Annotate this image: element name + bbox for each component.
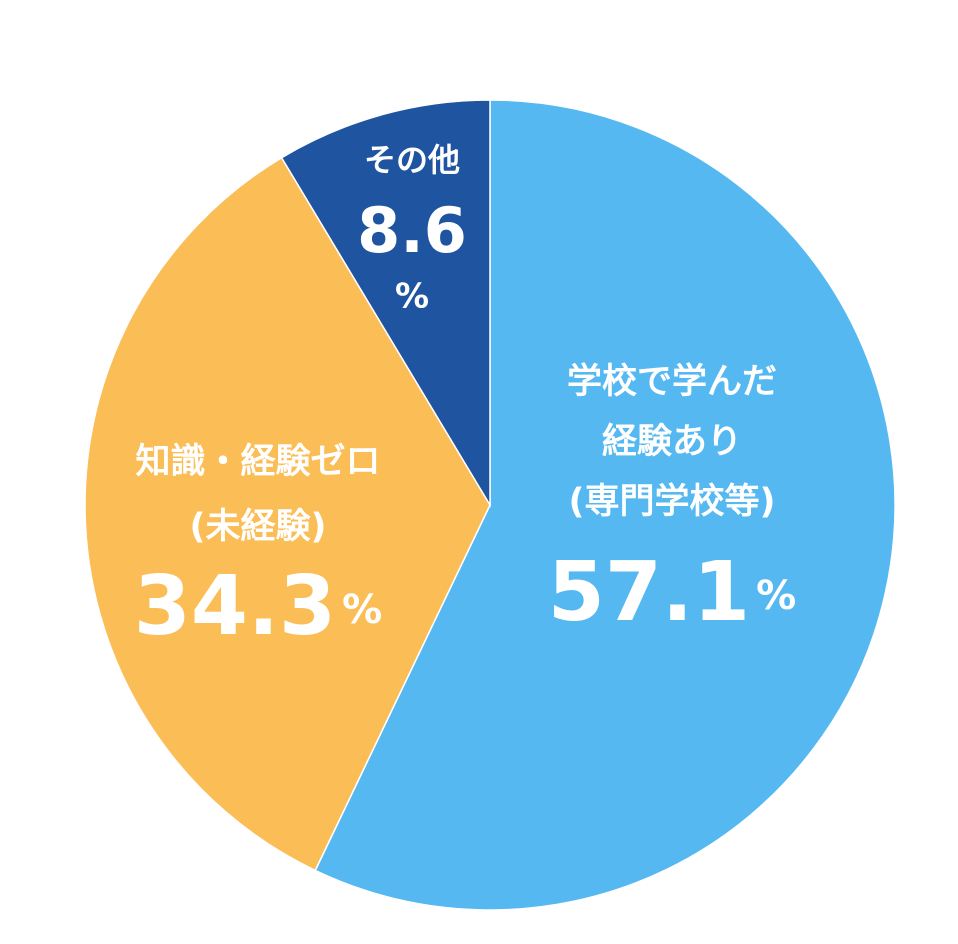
pie-slice (84, 156, 491, 872)
value-unit: % (342, 587, 382, 633)
pie-slice (314, 99, 896, 911)
slice-label: 知識・経験ゼロ (135, 442, 380, 482)
value-label: 8.6 (357, 194, 467, 267)
value-unit: % (756, 573, 796, 619)
value-label: 57.1 (548, 545, 750, 640)
value-unit: % (395, 277, 429, 317)
value-label: 34.3 (134, 559, 336, 654)
slice-label: 学校で学んだ (567, 361, 777, 402)
slice-label: その他 (364, 141, 460, 179)
value-text: 57.1% (548, 545, 796, 640)
slice-label: (専門学校等) (569, 481, 776, 522)
slice-label: (未経験) (190, 507, 327, 547)
pie-slice (280, 99, 491, 508)
value-text: 34.3% (134, 559, 382, 654)
slice-label: 経験あり (602, 422, 742, 462)
